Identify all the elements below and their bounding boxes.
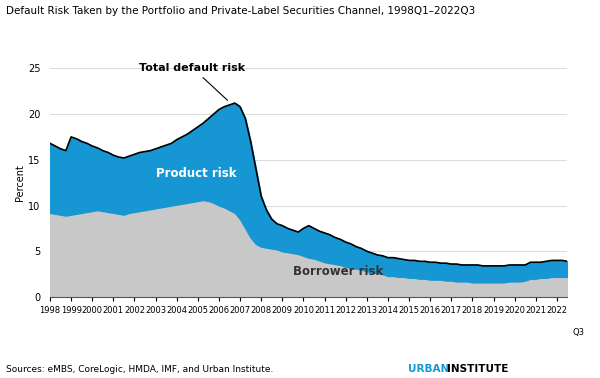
Text: Sources: eMBS, CoreLogic, HMDA, IMF, and Urban Institute.: Sources: eMBS, CoreLogic, HMDA, IMF, and… xyxy=(6,365,274,374)
Text: Default Risk Taken by the Portfolio and Private-Label Securities Channel, 1998Q1: Default Risk Taken by the Portfolio and … xyxy=(6,6,475,15)
Text: INSTITUTE: INSTITUTE xyxy=(447,364,508,374)
Text: URBAN: URBAN xyxy=(408,364,449,374)
Y-axis label: Percent: Percent xyxy=(15,164,25,201)
Text: Total default risk: Total default risk xyxy=(139,63,245,100)
Text: Borrower risk: Borrower risk xyxy=(293,265,383,278)
Text: Q3: Q3 xyxy=(573,328,585,336)
Text: Product risk: Product risk xyxy=(155,167,236,180)
